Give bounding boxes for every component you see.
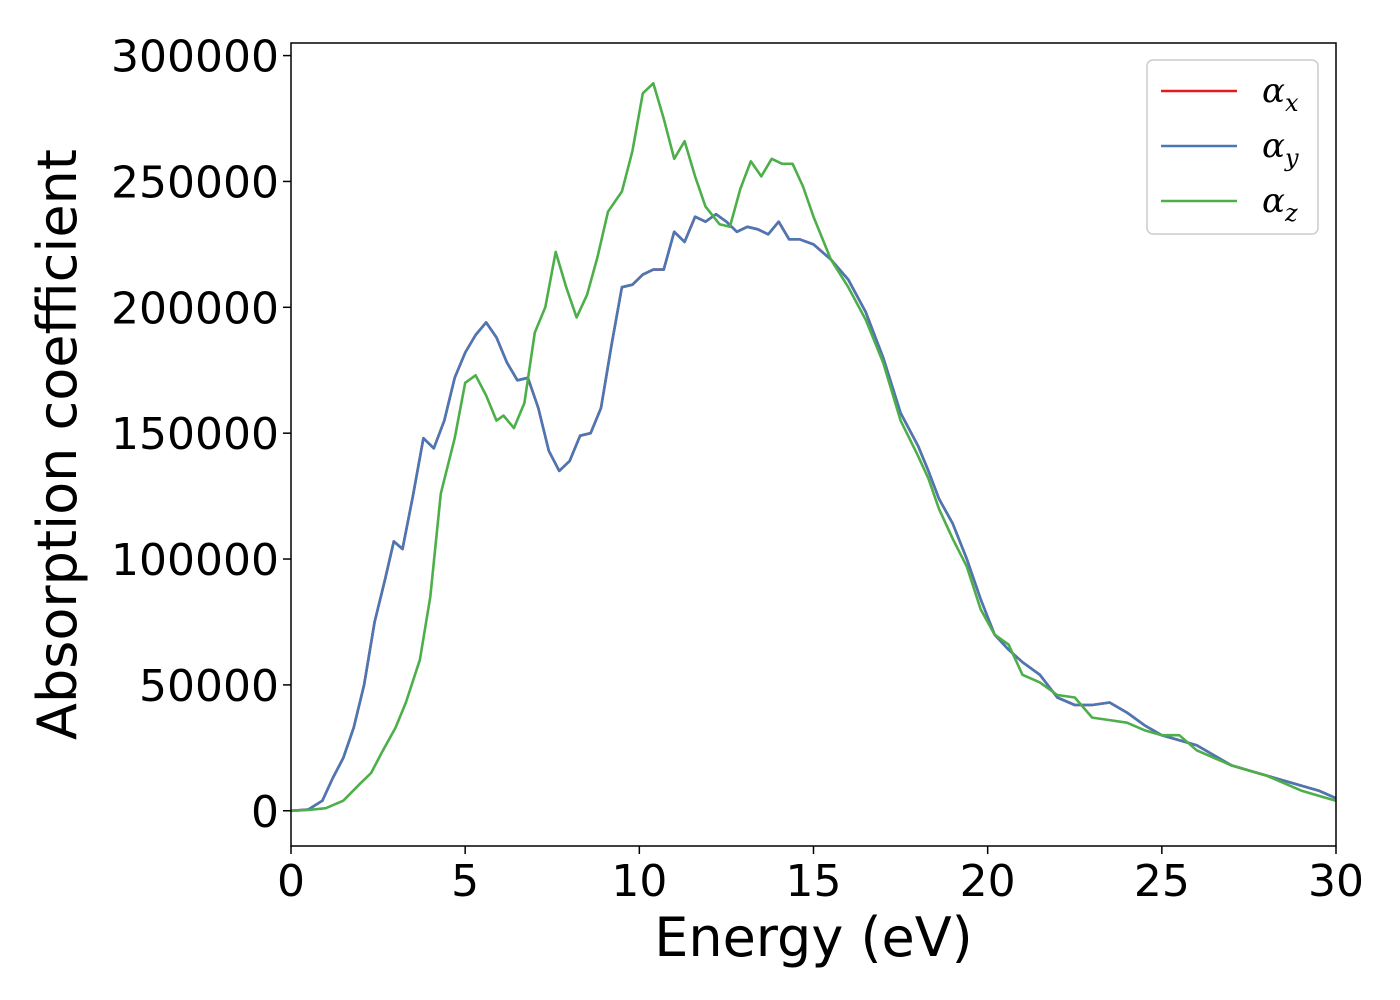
y-tick-label: 300000 — [111, 32, 279, 83]
x-tick-label: 5 — [451, 856, 479, 907]
y-tick-label: 150000 — [111, 409, 279, 460]
y-tick-label: 50000 — [139, 661, 279, 712]
y-tick-label: 100000 — [111, 535, 279, 586]
x-tick-label: 0 — [277, 856, 305, 907]
y-axis-ticks: 0 50000 100000 150000 200000 250000 300000 — [111, 32, 291, 838]
y-axis-label: Absorption coefficient — [26, 149, 89, 740]
x-axis-ticks: 0 5 10 15 20 25 30 — [277, 846, 1364, 907]
legend-label-z: αz — [1262, 181, 1298, 227]
legend-label-y: αy — [1262, 126, 1299, 172]
series-line-y — [290, 212, 1337, 813]
x-tick-label: 15 — [786, 856, 842, 907]
legend-symbol: α — [1262, 71, 1285, 111]
x-tick-label: 20 — [960, 856, 1016, 907]
legend-label-x: αx — [1262, 71, 1299, 117]
legend-symbol: α — [1262, 181, 1285, 221]
x-tick-label: 25 — [1134, 856, 1190, 907]
x-tick-label: 30 — [1308, 856, 1364, 907]
y-tick-label: 200000 — [111, 283, 279, 334]
y-tick-label: 0 — [251, 787, 279, 838]
legend-subscript: x — [1285, 89, 1299, 117]
legend-subscript: z — [1284, 199, 1298, 227]
x-tick-label: 10 — [611, 856, 667, 907]
legend-subscript: y — [1284, 144, 1299, 172]
series-line-z — [290, 82, 1337, 813]
x-axis-label: Energy (eV) — [654, 906, 973, 969]
y-tick-label: 250000 — [111, 157, 279, 208]
legend-symbol: α — [1262, 126, 1285, 166]
series-layer — [290, 82, 1337, 813]
